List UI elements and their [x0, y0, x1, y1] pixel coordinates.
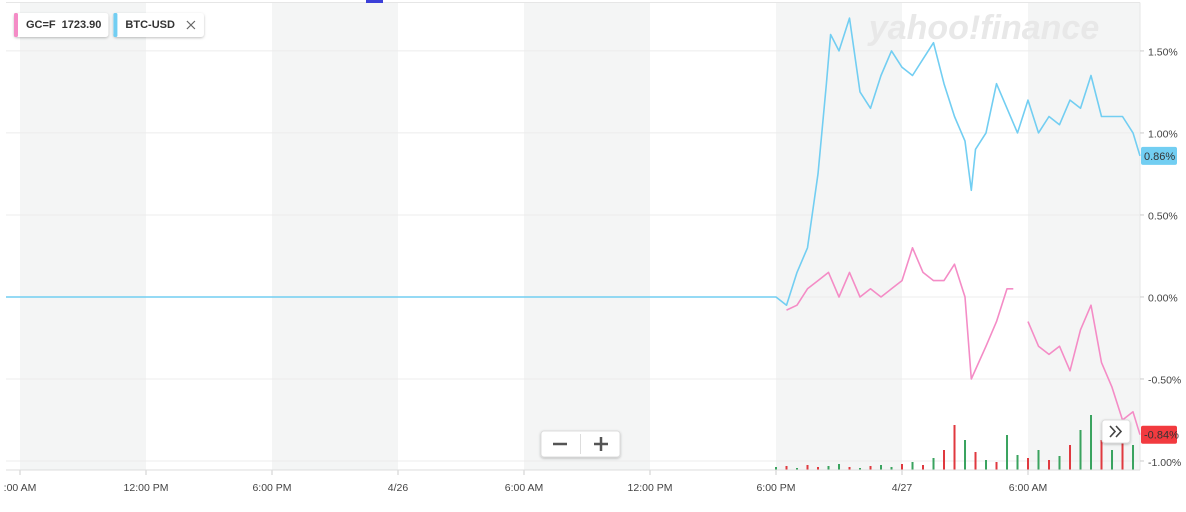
legend-swatch: [113, 13, 118, 37]
volume-bar: [1027, 458, 1030, 470]
chevron-icon: [1109, 425, 1123, 438]
watermark: yahoo!finance: [867, 9, 1099, 47]
legend-name: BTC-USD: [125, 19, 175, 31]
session-band: [272, 3, 399, 470]
legend-item[interactable]: GC=F 1723.90: [14, 13, 109, 37]
volume-bar: [785, 466, 788, 470]
volume-bar: [1016, 455, 1019, 470]
legend-price: 1723.90: [62, 19, 102, 31]
y-tick-label: -0.50%: [1148, 375, 1181, 387]
volume-bar: [1006, 435, 1009, 470]
legend-swatch: [14, 13, 18, 37]
volume-bar: [995, 462, 998, 470]
value-label-bg: [1141, 425, 1177, 444]
x-tick-label: 6:00 AM: [505, 482, 544, 494]
x-tick-label: 1:: [1150, 482, 1159, 494]
volume-bar: [901, 464, 904, 470]
volume-bar: [796, 468, 799, 470]
legend-bg: [113, 13, 204, 37]
y-tick-label: 0.50%: [1148, 211, 1178, 223]
volume-bar: [869, 466, 872, 470]
volume-bar: [1132, 445, 1135, 470]
y-axis: -1.00% -0.50% 0.00% 0.50% 1.00% 1.50% -0.84% 0.…: [1140, 47, 1181, 469]
volume-bar: [775, 467, 778, 470]
volume-bar: [974, 452, 977, 470]
series-line: [6, 17, 1141, 306]
value-label-text: -0.84%: [1144, 430, 1179, 442]
close-icon[interactable]: [186, 20, 196, 30]
volume-bar: [1048, 460, 1051, 470]
volume-bar: [880, 465, 883, 470]
volume-bar: [1090, 415, 1093, 470]
x-tick-label: 6:00 PM: [252, 482, 291, 494]
volume-bar: [943, 450, 946, 470]
x-axis: :00 AM 12:00 PM 6:00 PM 4/26 6:00 AM 12:00 PM…: [4, 470, 1159, 494]
x-tick-label: 12:00 PM: [628, 482, 673, 494]
volume-bar: [806, 465, 809, 470]
volume-bar: [932, 458, 935, 470]
zoom-in-button[interactable]: [594, 437, 608, 451]
volume-bar: [953, 425, 956, 470]
session-band: [1028, 3, 1140, 470]
lines: [6, 17, 1141, 435]
x-tick-label: 6:00 AM: [1009, 482, 1048, 494]
volume-bar: [911, 462, 914, 470]
y-tick-label: 1.00%: [1148, 129, 1178, 141]
volume-bar: [985, 460, 988, 470]
volume-bar: [838, 464, 841, 470]
legend: GC=F 1723.90 BTC-USD: [14, 13, 204, 37]
volume-bar: [890, 467, 893, 470]
session-bands: [20, 3, 1140, 470]
value-label-text: 0.86%: [1144, 151, 1175, 163]
volume-bar: [859, 468, 862, 470]
volume-bar: [1100, 440, 1103, 470]
session-band: [20, 3, 147, 470]
legend-name: GC=F: [26, 19, 56, 31]
volume-bar: [827, 466, 830, 470]
session-band: [776, 3, 903, 470]
volume-bar: [1037, 450, 1040, 470]
volume-bar: [964, 440, 967, 470]
legend-bg: [14, 13, 109, 37]
value-label-bg: [1141, 146, 1177, 165]
volume-bar: [848, 467, 851, 470]
volume-bar: [1111, 450, 1114, 470]
zoom-controls: [540, 430, 621, 458]
legend-item[interactable]: BTC-USD: [113, 13, 204, 37]
x-tick-label: 4/27: [892, 482, 913, 494]
series-line: [786, 247, 1141, 435]
y-tick-label: 0.00%: [1148, 293, 1178, 305]
session-band: [524, 3, 651, 470]
x-tick-label: :00 AM: [4, 482, 37, 494]
x-tick-label: 6:00 PM: [756, 482, 795, 494]
volume-bar: [922, 465, 925, 470]
volume-bar: [1069, 445, 1072, 470]
volume-bar: [1079, 430, 1082, 470]
volume-bar: [1121, 425, 1124, 470]
scroll-right-button[interactable]: [1101, 419, 1131, 444]
volume-bar: [1058, 456, 1061, 470]
x-tick-label: 4/26: [388, 482, 409, 494]
volume-bar: [817, 467, 820, 470]
value-label: -0.84%: [1141, 425, 1179, 444]
y-tick-label: 1.50%: [1148, 47, 1178, 59]
x-tick-label: 12:00 PM: [124, 482, 169, 494]
value-label: 0.86%: [1141, 146, 1177, 165]
y-tick-label: -1.00%: [1148, 457, 1181, 469]
volume: [775, 415, 1135, 470]
scroll-marker: [366, 0, 383, 3]
